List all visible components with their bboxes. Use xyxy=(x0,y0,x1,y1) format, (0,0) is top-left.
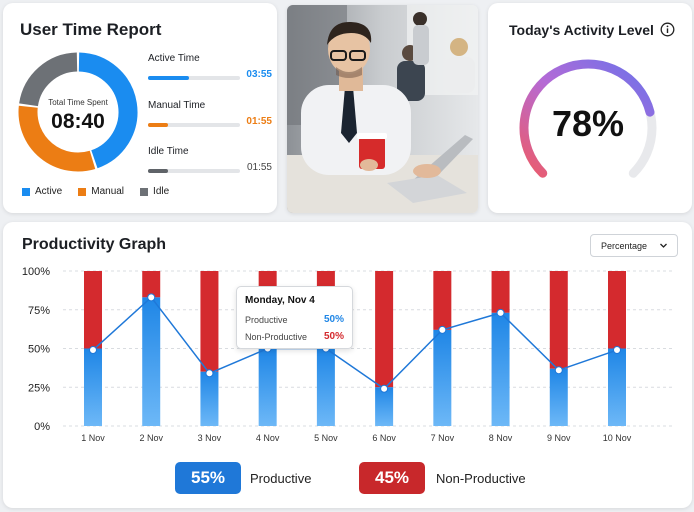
chevron-down-icon xyxy=(660,243,667,248)
y-tick-label: 100% xyxy=(22,266,50,278)
activity-gauge xyxy=(519,59,657,178)
x-tick-label: 8 Nov xyxy=(489,433,513,443)
active-time-fill xyxy=(148,76,190,80)
legend-idle-swatch xyxy=(140,187,149,196)
donut-segment-idle xyxy=(19,52,78,107)
idle-time-label: Idle Time xyxy=(148,146,189,157)
x-tick-label: 3 Nov xyxy=(198,433,222,443)
active-time-row: Active Time 03:55 xyxy=(148,53,272,87)
bar-productive[interactable] xyxy=(316,348,335,427)
idle-time-track xyxy=(148,169,240,173)
bar-productive[interactable] xyxy=(608,348,626,427)
nonproductive-summary-label: Non-Productive xyxy=(436,471,526,486)
legend-active: Active xyxy=(22,186,62,197)
legend-idle-label: Idle xyxy=(153,186,170,197)
active-time-label: Active Time xyxy=(148,53,200,64)
bar-nonproductive[interactable] xyxy=(375,271,394,388)
bar-nonproductive[interactable] xyxy=(491,271,510,313)
donut-segment-active xyxy=(78,52,138,169)
trend-point[interactable] xyxy=(89,346,97,355)
activity-level-card: Today's Activity Level 78% xyxy=(488,3,692,213)
trend-point[interactable] xyxy=(147,293,156,302)
bar-productive[interactable] xyxy=(549,368,568,426)
activity-value: 78% xyxy=(551,103,625,144)
tooltip-productive-label: Productive xyxy=(245,315,288,325)
y-tick-label: 75% xyxy=(28,305,50,317)
active-time-track xyxy=(148,76,240,80)
info-icon[interactable] xyxy=(660,22,675,37)
idle-time-fill xyxy=(148,169,169,173)
trend-point[interactable] xyxy=(205,369,214,378)
bar-nonproductive[interactable] xyxy=(200,271,219,372)
chart-mode-value: Percentage xyxy=(601,240,648,251)
y-tick-label: 0% xyxy=(34,421,50,433)
bar-productive[interactable] xyxy=(258,348,277,427)
legend-manual-label: Manual xyxy=(91,186,125,197)
bar-nonproductive[interactable] xyxy=(433,271,452,330)
manual-time-label: Manual Time xyxy=(148,100,206,111)
office-photo-card xyxy=(287,5,478,213)
bar-productive[interactable] xyxy=(84,348,102,427)
bar-nonproductive[interactable] xyxy=(142,271,161,298)
trend-point[interactable] xyxy=(496,308,505,317)
y-tick-label: 50% xyxy=(28,344,50,356)
total-time-value: 08:40 xyxy=(51,110,105,133)
x-tick-label: 7 Nov xyxy=(431,433,455,443)
bar-productive[interactable] xyxy=(491,312,510,426)
x-tick-label: 6 Nov xyxy=(372,433,396,443)
trend-point[interactable] xyxy=(554,366,563,375)
productivity-chart: 0% 25% 50% 75% 100% 1 Nov 2 Nov 3 Nov 4 Nov 5 Nov… xyxy=(22,266,673,443)
bar-nonproductive[interactable] xyxy=(549,271,568,369)
manual-time-track xyxy=(148,123,240,127)
graph-title: Productivity Graph xyxy=(22,236,167,253)
bar-productive[interactable] xyxy=(200,371,219,426)
tooltip-productive-value: 50% xyxy=(323,314,344,325)
time-donut-chart xyxy=(18,52,138,172)
donut-segment-manual xyxy=(18,105,96,172)
bar-nonproductive[interactable] xyxy=(608,271,626,349)
bar-productive[interactable] xyxy=(433,329,452,426)
productive-summary-badge: 55% xyxy=(175,462,241,494)
trend-line xyxy=(92,296,618,390)
manual-time-value: 01:55 xyxy=(246,116,272,127)
legend-active-label: Active xyxy=(35,186,63,197)
manual-time-fill xyxy=(148,123,169,127)
user-time-report-card: User Time Report Total Time Spent 08:40 … xyxy=(3,3,277,213)
trend-point[interactable] xyxy=(380,384,389,393)
tooltip-title: Monday, Nov 4 xyxy=(245,295,315,306)
legend-manual: Manual xyxy=(78,186,124,197)
productivity-graph-card: 0% 25% 50% 75% 100% 1 Nov 2 Nov 3 Nov 4 Nov 5 Nov… xyxy=(3,222,692,508)
gauge-fill xyxy=(519,59,655,178)
y-tick-label: 25% xyxy=(28,382,50,394)
manual-time-row: Manual Time 01:55 xyxy=(148,100,272,134)
tooltip-nonproductive-value: 50% xyxy=(323,331,344,342)
time-report-title: User Time Report xyxy=(20,20,162,39)
chart-mode-select[interactable]: Percentage xyxy=(590,234,678,257)
x-tick-label: 9 Nov xyxy=(547,433,571,443)
x-tick-label: 10 Nov xyxy=(603,433,632,443)
active-time-value: 03:55 xyxy=(246,69,272,80)
legend-idle: Idle xyxy=(140,186,169,197)
chart-tooltip: Monday, Nov 4 Productive 50% Non-Product… xyxy=(236,286,353,349)
office-worker-photo xyxy=(287,5,478,213)
idle-time-row: Idle Time 01:55 xyxy=(148,146,272,180)
idle-time-value: 01:55 xyxy=(246,162,272,173)
trend-point[interactable] xyxy=(613,346,621,355)
bar-productive[interactable] xyxy=(375,387,394,426)
legend-manual-swatch xyxy=(78,187,87,196)
total-time-label: Total Time Spent xyxy=(48,98,108,107)
activity-title: Today's Activity Level xyxy=(509,22,654,38)
trend-point[interactable] xyxy=(438,325,447,334)
tooltip-nonproductive-label: Non-Productive xyxy=(245,332,308,342)
productive-summary-label: Productive xyxy=(250,471,312,486)
x-tick-label: 2 Nov xyxy=(139,433,163,443)
nonproductive-summary-badge: 45% xyxy=(359,462,425,494)
x-tick-label: 1 Nov xyxy=(81,433,105,443)
legend-active-swatch xyxy=(22,187,30,196)
time-legend: Active Manual Idle xyxy=(22,186,169,197)
bar-productive[interactable] xyxy=(142,297,161,426)
x-tick-label: 5 Nov xyxy=(314,433,338,443)
bar-nonproductive[interactable] xyxy=(84,271,102,349)
x-tick-label: 4 Nov xyxy=(256,433,280,443)
